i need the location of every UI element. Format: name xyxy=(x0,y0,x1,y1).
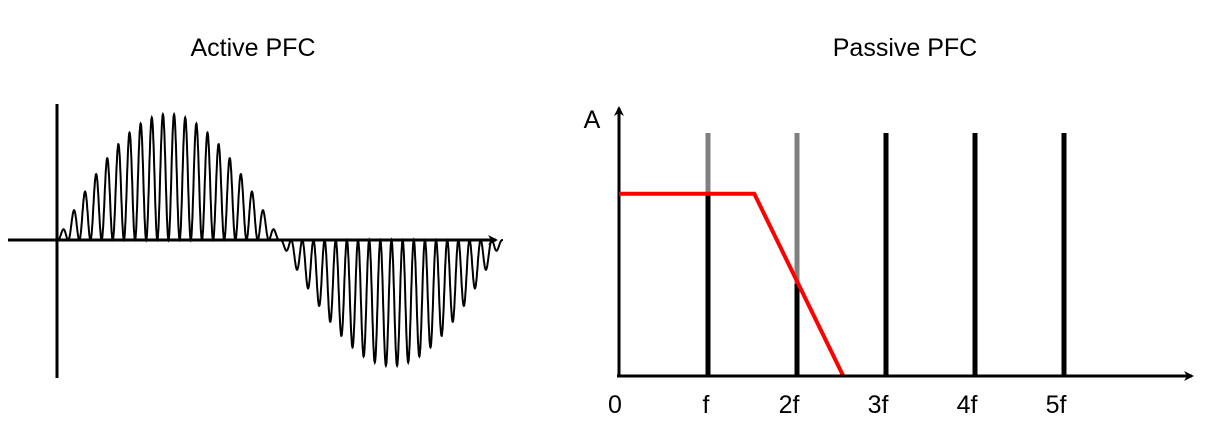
active-pfc-panel: Active PFC xyxy=(8,34,503,378)
x-tick-label: 2f xyxy=(779,391,800,419)
passive-pfc-panel: Passive PFC A 0 f 2f 3f 4f 5f xyxy=(584,34,1194,419)
y-axis-label: A xyxy=(584,106,601,134)
filter-curve xyxy=(619,191,846,377)
x-tick-label: 5f xyxy=(1046,391,1067,419)
x-tick-label: f xyxy=(703,391,710,419)
x-tick-label: 3f xyxy=(868,391,889,419)
x-tick-label: 0 xyxy=(608,391,622,419)
x-tick-label: 4f xyxy=(957,391,978,419)
passive-pfc-title: Passive PFC xyxy=(833,34,977,62)
active-pfc-title: Active PFC xyxy=(190,34,315,62)
